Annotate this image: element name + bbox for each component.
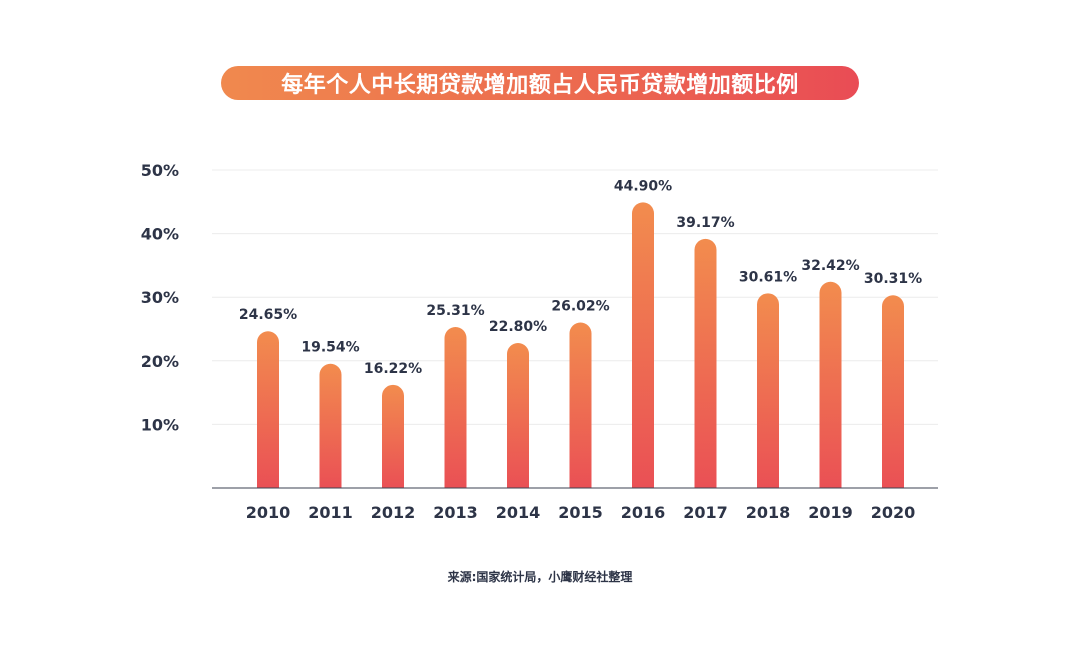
- value-label-2020: 30.31%: [864, 271, 922, 287]
- y-tick-label: 10%: [141, 415, 179, 434]
- bar-2015: [569, 322, 592, 488]
- x-tick-label-2011: 2011: [308, 503, 353, 522]
- chart-title: 每年个人中长期贷款增加额占人民币贷款增加额比例: [281, 73, 799, 98]
- x-tick-label-2016: 2016: [621, 503, 666, 522]
- value-label-2018: 30.61%: [739, 269, 797, 285]
- y-tick-label: 20%: [141, 352, 179, 371]
- bar-2012: [382, 384, 404, 488]
- bar-2019: [819, 281, 842, 488]
- bar-2011: [319, 363, 342, 488]
- value-labels: 24.65% 19.54% 16.22% 25.31% 22.80%26.02% 44.9…: [239, 178, 922, 376]
- x-tick-label-2013: 2013: [433, 503, 478, 522]
- value-label-2013: 25.31%: [426, 303, 484, 319]
- bar-2016: [632, 202, 654, 488]
- value-label-2017: 39.17%: [676, 215, 734, 231]
- x-tick-label-2012: 2012: [371, 503, 416, 522]
- y-tick-label: 30%: [141, 288, 179, 307]
- value-label-2014: 22.80%: [489, 319, 547, 335]
- y-tick-label: 40%: [141, 225, 179, 244]
- bar-2013: [444, 327, 467, 488]
- x-tick-label-2015: 2015: [558, 503, 603, 522]
- bar-2018: [757, 293, 779, 488]
- bar-2020: [882, 295, 904, 488]
- x-tick-label-2018: 2018: [746, 503, 791, 522]
- x-tick-label-2014: 2014: [496, 503, 541, 522]
- y-tick-label: 50%: [141, 161, 179, 180]
- value-label-2010: 24.65%: [239, 307, 297, 323]
- value-label-2011: 19.54%: [301, 340, 359, 356]
- bar-2010: [257, 331, 279, 488]
- x-tick-label-2020: 2020: [871, 503, 916, 522]
- y-axis-ticks: 10% 20% 30% 40% 50%: [141, 161, 179, 434]
- bar-2017: [694, 238, 717, 488]
- x-tick-label-2010: 2010: [246, 503, 291, 522]
- x-tick-label-2019: 2019: [808, 503, 853, 522]
- source-note: 来源:国家统计局，小鹰财经社整理: [447, 570, 633, 584]
- bar-2014: [507, 342, 529, 488]
- value-label-2012: 16.22%: [364, 361, 422, 377]
- bars: [257, 202, 904, 488]
- value-label-2016: 44.90%: [614, 178, 672, 194]
- x-tick-label-2017: 2017: [683, 503, 728, 522]
- value-label-2015: 26.02%: [551, 299, 609, 315]
- value-label-2019: 32.42%: [801, 258, 859, 274]
- x-axis-ticks: 2010 2011 2012 2013 2014 2015 2016 2017 2018 2019…: [246, 503, 916, 522]
- chart-title-banner: 每年个人中长期贷款增加额占人民币贷款增加额比例: [221, 66, 859, 100]
